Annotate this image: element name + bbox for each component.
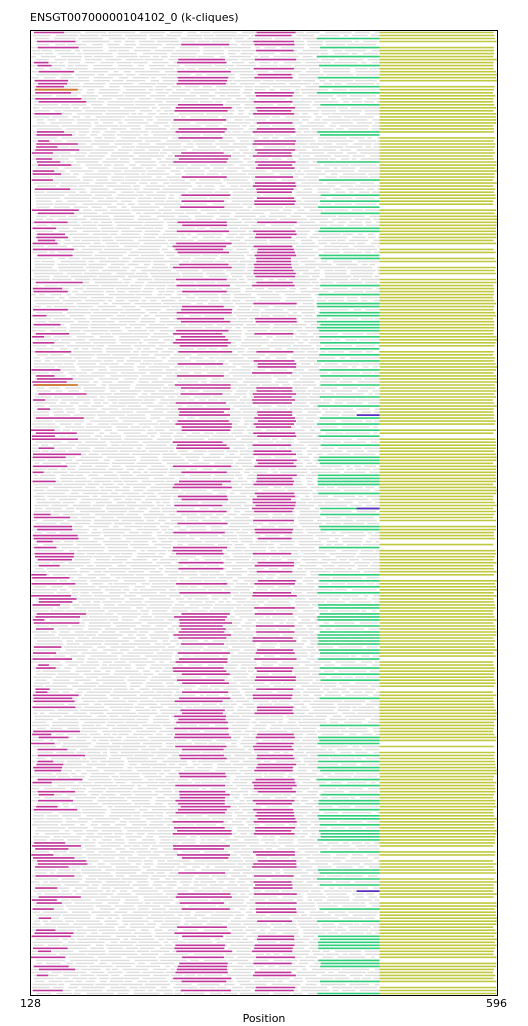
- chart-title: ENSGT00700000104102_0 (k-cliques): [30, 11, 239, 24]
- alignment-chart: [31, 31, 497, 995]
- plot-area: [30, 30, 498, 996]
